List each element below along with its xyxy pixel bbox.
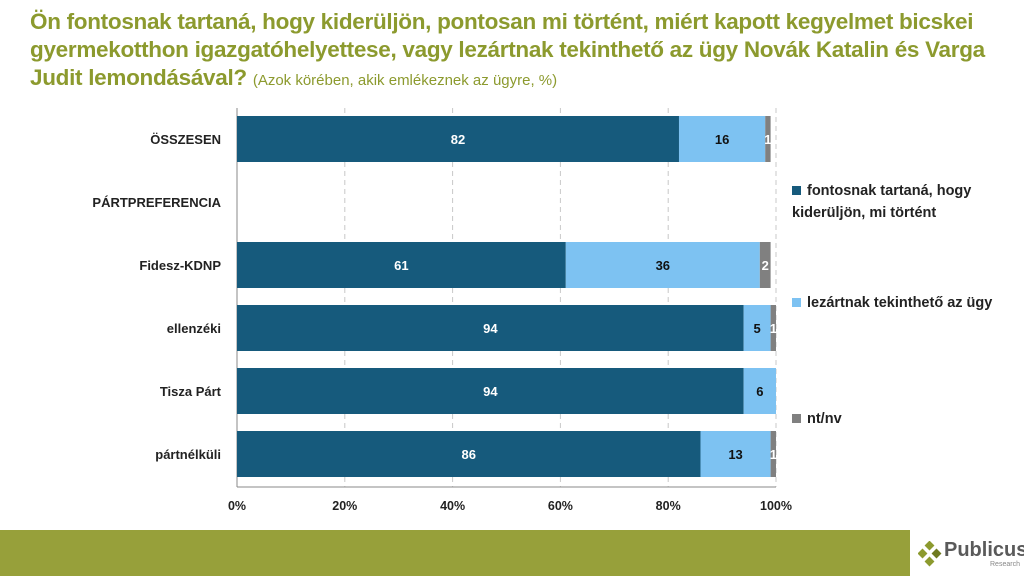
- legend-swatch: [792, 298, 801, 307]
- data-label: 16: [715, 132, 729, 147]
- publicus-logo: Publicus Research: [918, 535, 1024, 575]
- footer-band: [0, 530, 910, 576]
- data-label: 1: [764, 132, 771, 147]
- logo-name: Publicus: [944, 539, 1024, 561]
- x-tick-label: 0%: [228, 499, 246, 513]
- legend-swatch: [792, 186, 801, 195]
- logo-sub: Research: [990, 561, 1020, 568]
- category-label: Fidesz-KDNP: [139, 258, 221, 273]
- x-tick-label: 60%: [548, 499, 573, 513]
- x-tick-label: 80%: [656, 499, 681, 513]
- bar-segment: [765, 116, 771, 162]
- bar-segment: [678, 116, 766, 162]
- data-label: 1: [770, 321, 777, 336]
- data-label: 2: [762, 258, 769, 273]
- category-label: Tisza Párt: [160, 384, 222, 399]
- legend-label: nt/nv: [807, 411, 842, 427]
- bar-segment: [237, 368, 744, 414]
- title-subtitle: (Azok körében, akik emlékeznek az ügyre,…: [252, 72, 558, 89]
- bar-segment: [743, 305, 771, 351]
- data-label: 5: [754, 321, 761, 336]
- bar-segment: [237, 116, 679, 162]
- bar-segment: [237, 305, 744, 351]
- legend-item: fontosnak tartaná, hogy kiderüljön, mi t…: [792, 180, 1002, 224]
- data-label: 36: [656, 258, 670, 273]
- legend-swatch: [792, 414, 801, 423]
- x-tick-label: 100%: [760, 499, 792, 513]
- chart-title: Ön fontosnak tartaná, hogy kiderüljön, p…: [30, 8, 1010, 95]
- data-label: 86: [462, 447, 476, 462]
- logo-icon: [918, 541, 942, 567]
- legend-item: nt/nv: [792, 408, 1002, 430]
- data-label: 1: [770, 447, 777, 462]
- bar-segment: [759, 242, 771, 288]
- legend-label: fontosnak tartaná, hogy kiderüljön, mi t…: [792, 183, 972, 221]
- x-tick-label: 40%: [440, 499, 465, 513]
- data-label: 94: [483, 321, 498, 336]
- bar-segment: [237, 431, 701, 477]
- bar-segment: [565, 242, 760, 288]
- data-label: 6: [756, 384, 763, 399]
- category-label: ÖSSZESEN: [150, 132, 221, 147]
- bar-segment: [700, 431, 771, 477]
- x-tick-label: 20%: [332, 499, 357, 513]
- category-label: pártnélküli: [155, 447, 221, 462]
- bar-segment: [770, 305, 776, 351]
- data-label: 13: [728, 447, 742, 462]
- legend-item: lezártnak tekinthető az ügy: [792, 292, 1002, 314]
- legend-label: lezártnak tekinthető az ügy: [807, 295, 993, 311]
- stacked-bar-chart: 0% 20% 40% 60% 80% 100%ÖSSZESEN 82 16 1PÁRTPREFE…: [92, 108, 792, 513]
- title-main: Ön fontosnak tartaná, hogy kiderüljön, p…: [30, 9, 985, 90]
- category-label: PÁRTPREFERENCIA: [92, 195, 221, 210]
- bar-segment: [770, 431, 776, 477]
- data-label: 82: [451, 132, 465, 147]
- data-label: 94: [483, 384, 498, 399]
- data-label: 61: [394, 258, 408, 273]
- category-label: ellenzéki: [167, 321, 221, 336]
- bar-segment: [743, 368, 776, 414]
- bar-segment: [237, 242, 566, 288]
